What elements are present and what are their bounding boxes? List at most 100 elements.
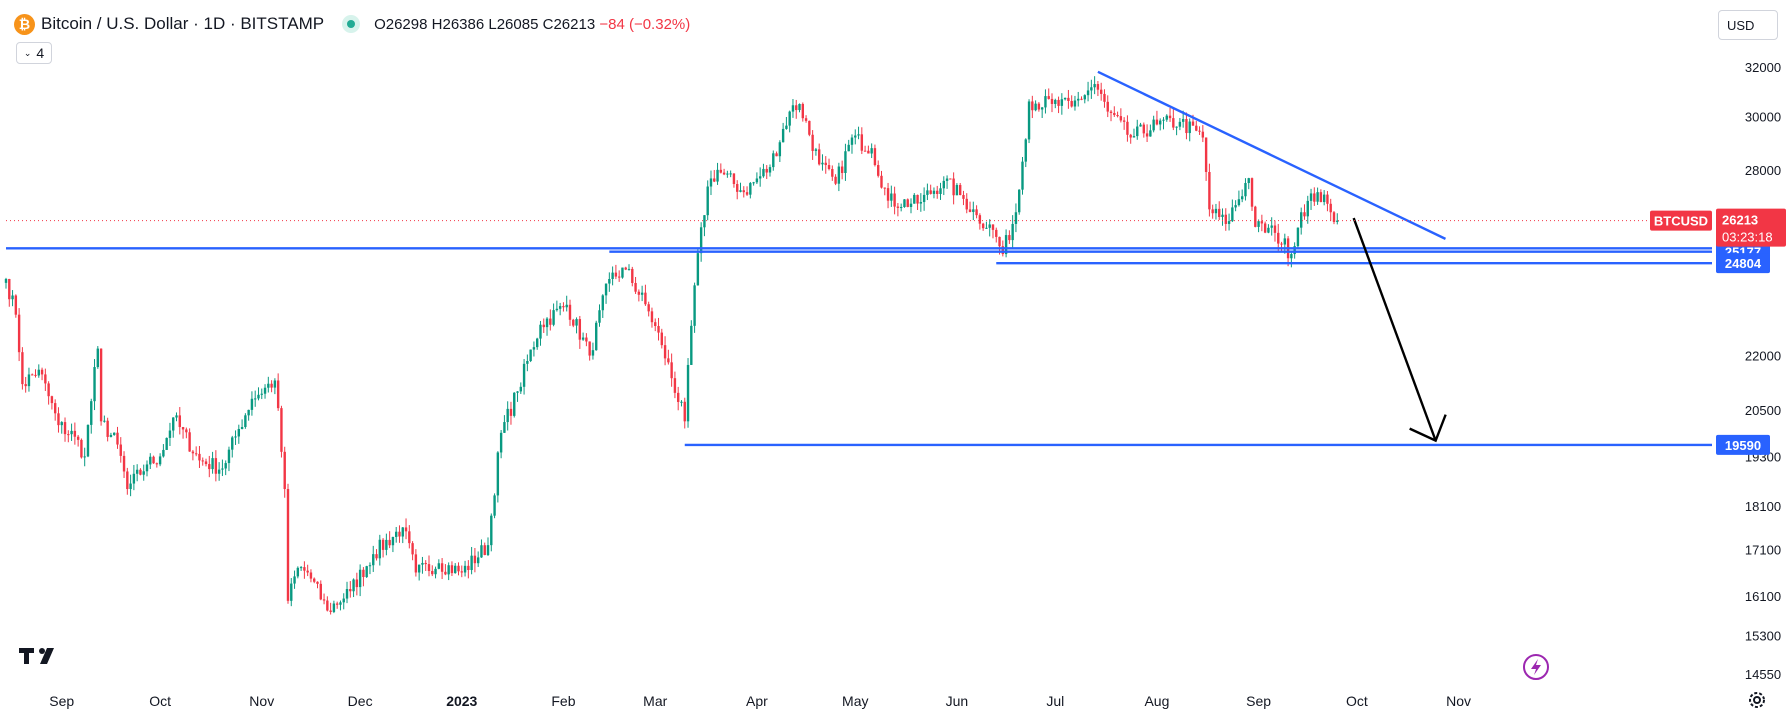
candle-body — [926, 190, 929, 195]
candle — [1080, 96, 1083, 101]
time-tick-label: Sep — [49, 693, 74, 709]
currency-select[interactable]: USD — [1718, 10, 1778, 40]
candle — [919, 193, 923, 212]
candle-body — [1116, 115, 1119, 117]
candle-body — [247, 409, 250, 416]
candle-body — [722, 172, 726, 175]
candle — [939, 182, 942, 200]
candle-body — [201, 460, 204, 462]
candle — [1004, 229, 1008, 258]
candle — [611, 266, 614, 286]
candle-body — [447, 565, 450, 575]
candle — [240, 419, 244, 430]
candle — [1290, 252, 1293, 268]
candle-body — [286, 489, 290, 601]
candle-body — [1293, 246, 1296, 255]
candle — [1011, 215, 1014, 248]
level-badge-label: 24804 — [1725, 256, 1762, 271]
candle — [798, 103, 801, 113]
candle-body — [821, 162, 824, 165]
candle-body — [1083, 95, 1086, 100]
candle-body — [149, 456, 152, 465]
candle-body — [152, 456, 155, 464]
candle-body — [522, 363, 526, 387]
candle — [276, 373, 280, 411]
candle — [965, 193, 968, 214]
candle-body — [978, 215, 982, 224]
time-tick-label: Sep — [1246, 693, 1271, 709]
candle-body — [667, 358, 670, 363]
candle — [631, 266, 634, 287]
time-tick-label: Jul — [1046, 693, 1064, 709]
candle-body — [719, 169, 723, 173]
candle — [1096, 80, 1100, 97]
price-tick-label: 17100 — [1745, 543, 1781, 558]
candle-body — [139, 469, 142, 475]
candle-body — [1303, 212, 1306, 217]
candle-body — [434, 568, 437, 575]
candle — [683, 397, 686, 429]
candle-body — [339, 602, 342, 605]
candle — [663, 336, 667, 366]
candle-body — [86, 424, 90, 457]
candle-body — [873, 148, 877, 166]
candle — [1142, 122, 1146, 138]
candle — [755, 172, 759, 185]
candle-body — [1309, 193, 1313, 201]
candle-body — [106, 420, 109, 437]
candle — [699, 222, 703, 262]
gear-icon[interactable] — [1749, 692, 1765, 708]
candle-body — [742, 190, 745, 193]
candle-body — [1326, 194, 1329, 204]
candle — [742, 186, 745, 198]
candle-body — [1296, 227, 1300, 247]
candle — [470, 546, 473, 575]
candle-body — [27, 374, 31, 387]
candle-body — [811, 134, 814, 151]
candle-body — [460, 571, 463, 573]
candle — [313, 577, 316, 584]
candle — [63, 417, 67, 442]
tradingview-logo-icon[interactable] — [19, 648, 54, 664]
candle — [1172, 109, 1175, 131]
candle-body — [60, 422, 63, 426]
candle — [1024, 138, 1027, 168]
candle-body — [1201, 131, 1205, 138]
candle — [119, 437, 122, 463]
candle-body — [80, 439, 83, 458]
candle-body — [640, 292, 644, 295]
candle — [513, 392, 516, 418]
candle-body — [168, 430, 172, 438]
candle — [139, 468, 142, 476]
candle-body — [1231, 207, 1234, 222]
market-status-dot-icon[interactable] — [342, 15, 361, 33]
lightning-icon[interactable] — [1523, 654, 1549, 680]
candle-body — [240, 427, 244, 429]
candle-body — [257, 394, 260, 399]
candle — [644, 284, 647, 306]
candle — [821, 154, 824, 171]
candle — [290, 578, 293, 607]
candle — [552, 303, 555, 327]
candle-body — [683, 401, 686, 422]
symbol-title[interactable]: Bitcoin / U.S. Dollar · 1D · BITSTAMP — [41, 14, 325, 33]
candle — [1116, 111, 1119, 118]
candle-body — [424, 562, 427, 565]
candle-body — [542, 324, 545, 328]
candle — [296, 566, 300, 579]
candle-body — [8, 278, 11, 300]
candle — [1260, 214, 1264, 232]
candle-body — [1096, 84, 1100, 90]
candle — [693, 282, 696, 333]
candle-body — [1185, 119, 1188, 134]
candle — [713, 170, 716, 183]
candle-body — [713, 178, 716, 182]
candle-body — [96, 348, 100, 368]
candle — [1099, 82, 1103, 101]
candle — [955, 183, 959, 196]
candle-body — [1126, 121, 1129, 135]
candle-body — [562, 306, 565, 308]
candle — [847, 139, 850, 152]
indicators-toggle-button[interactable]: ⌄ 4 — [16, 42, 52, 64]
